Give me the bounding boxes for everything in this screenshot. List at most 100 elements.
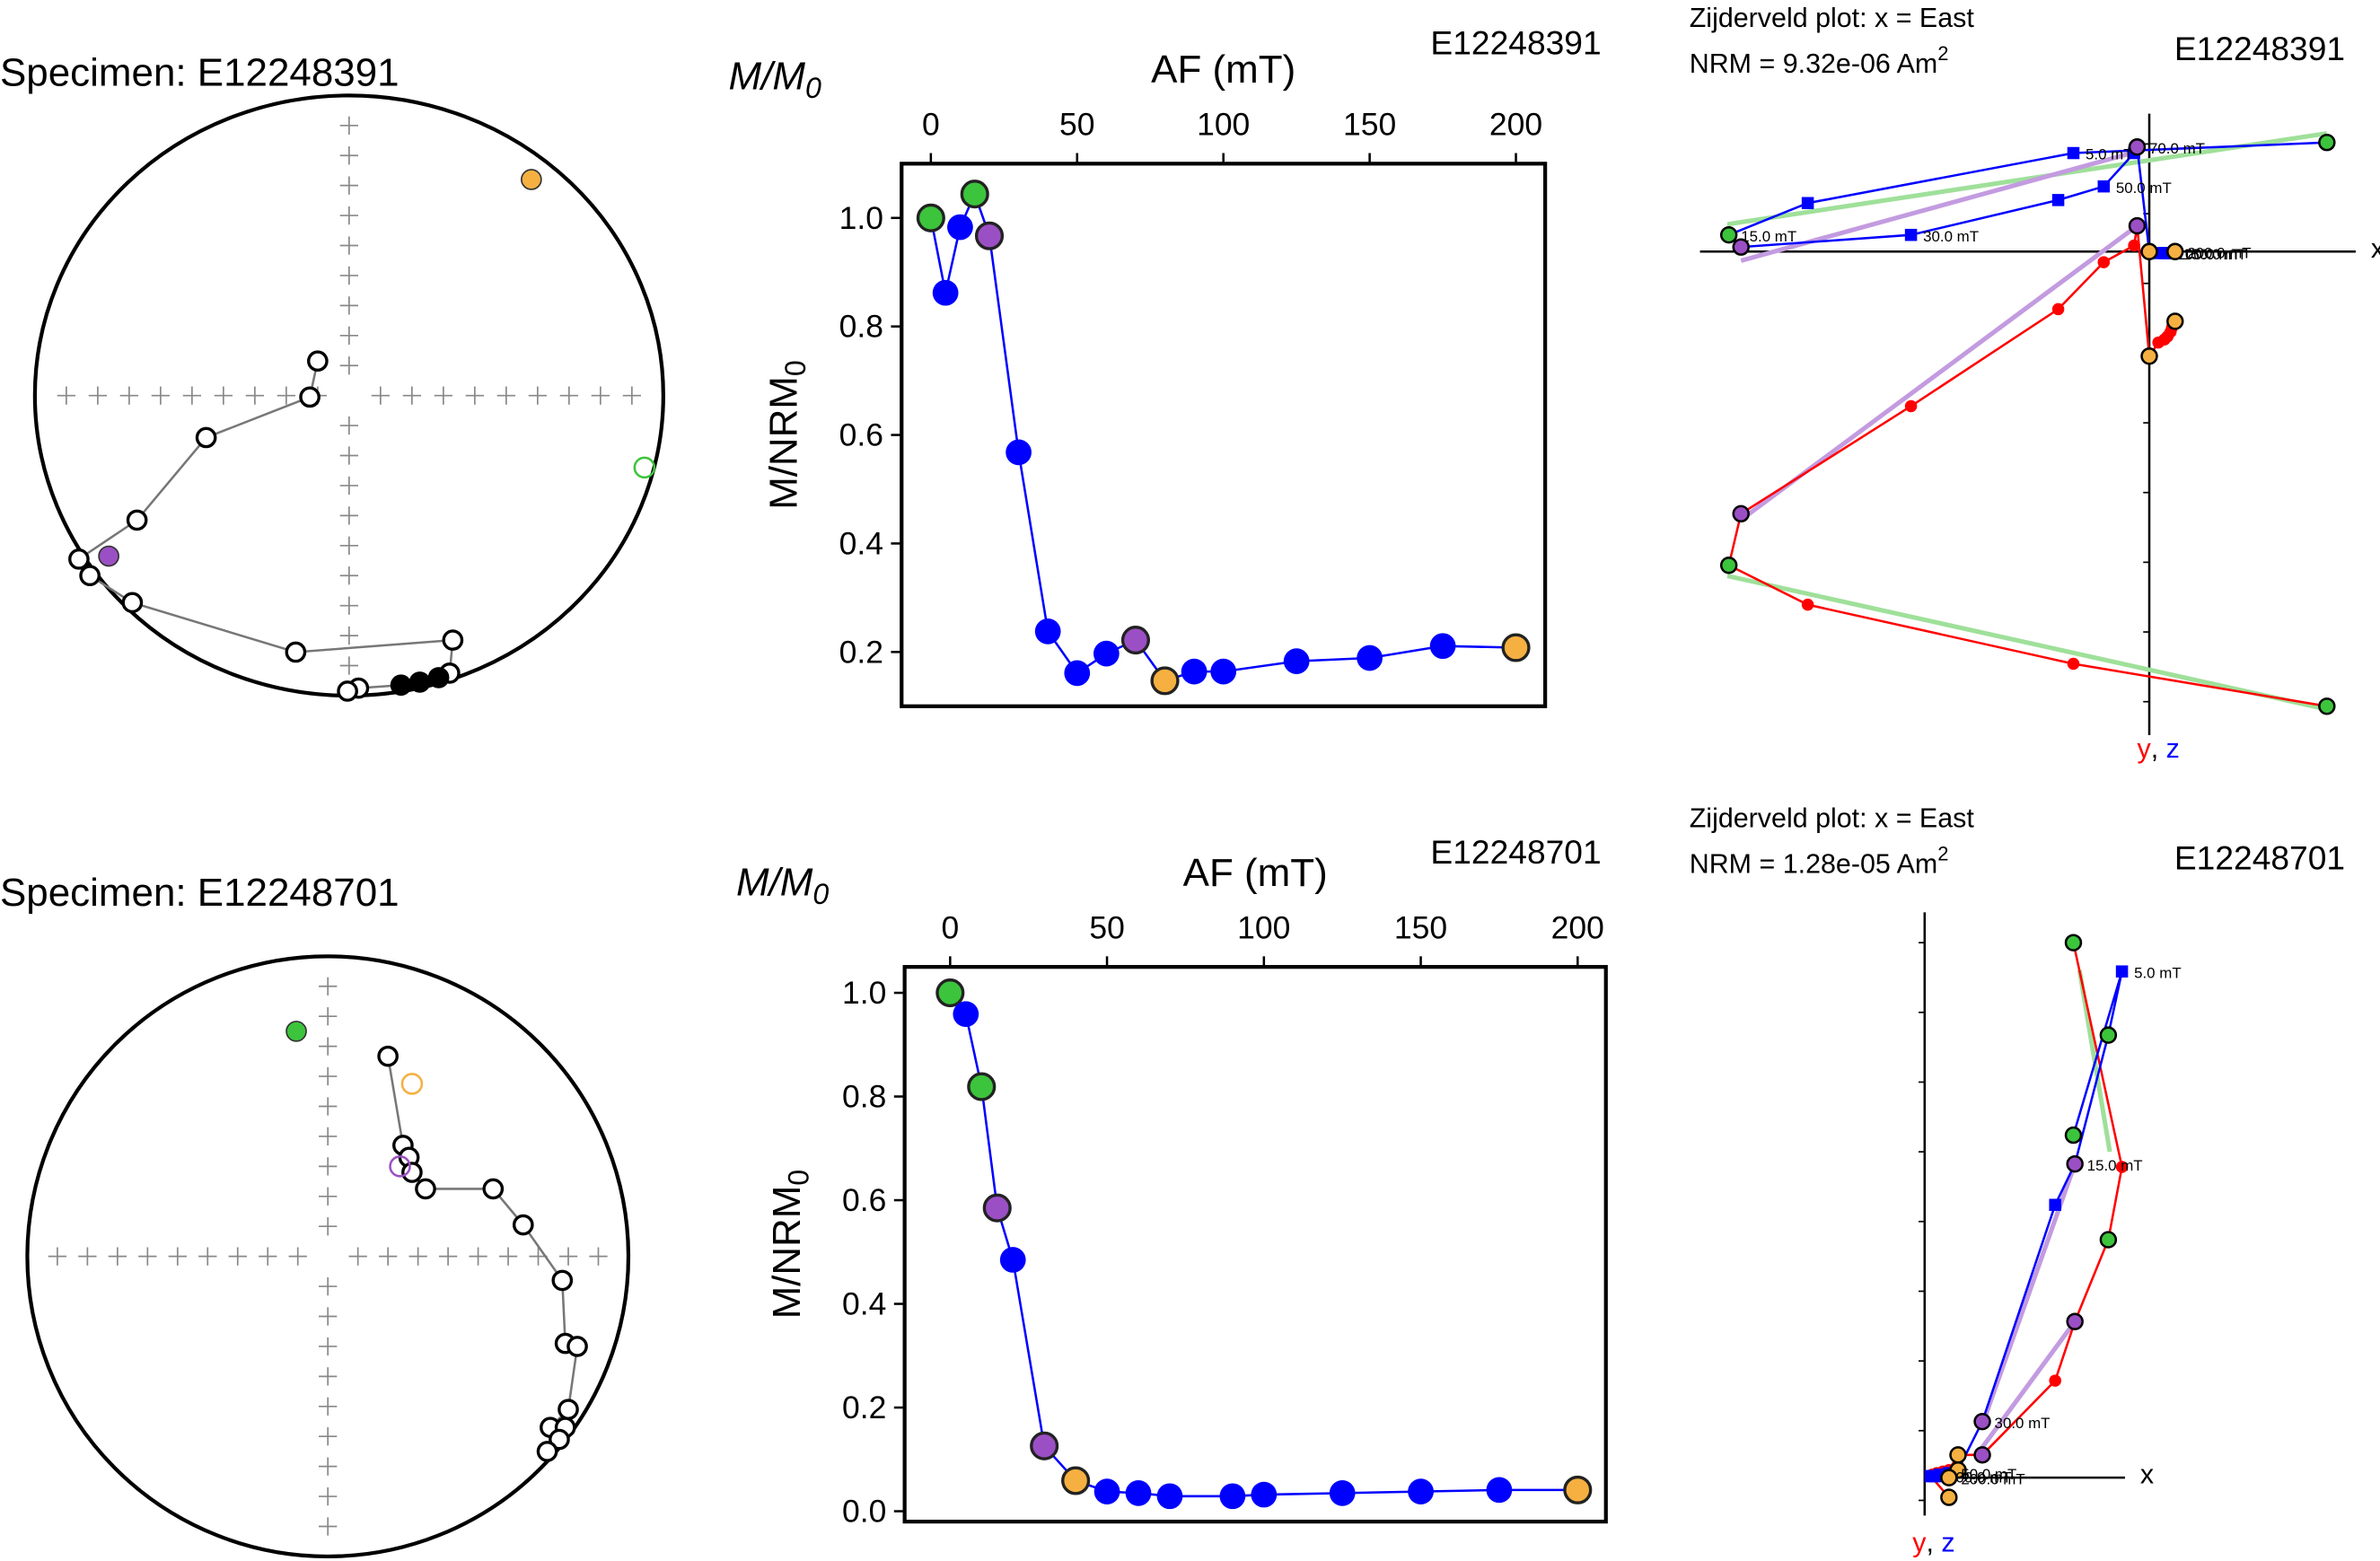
- direction-point: [195, 426, 217, 449]
- demag-point: [953, 1001, 979, 1028]
- zij-highlight: [1719, 557, 1738, 574]
- demag-point: [1150, 666, 1180, 696]
- ylabel-main: M/NRM: [761, 376, 805, 510]
- zij-y-point: [2051, 303, 2065, 316]
- zij-highlight: [1949, 1446, 1967, 1464]
- direction-point: [401, 1162, 423, 1183]
- plot-title: M/M0: [729, 54, 821, 104]
- zij-z-point: [2051, 194, 2065, 206]
- y-tick-label: 0.2: [842, 1390, 886, 1425]
- y-axis-label: M/NRM0: [761, 360, 812, 510]
- x-axis-label: AF (mT): [1183, 851, 1328, 895]
- demag-point: [1429, 633, 1456, 660]
- ylabel-z: z: [2166, 733, 2180, 764]
- zij-highlight: [2064, 1126, 2083, 1144]
- highlight-point: [521, 169, 542, 190]
- direction-point: [566, 1336, 588, 1357]
- demag-point: [1120, 625, 1151, 655]
- demag-point: [1006, 439, 1032, 466]
- direction-point: [512, 1214, 534, 1236]
- direction-point: [377, 1045, 399, 1067]
- zij-nrm: NRM = 1.28e-05 Am2: [1690, 842, 1949, 879]
- x-tick-label: 50: [1059, 106, 1094, 142]
- zij-highlight: [2318, 697, 2336, 715]
- x-tick-label: 0: [941, 909, 959, 945]
- zij-z-line: [1726, 141, 2327, 255]
- direction-point: [551, 1269, 574, 1292]
- zij-highlight: [2099, 1231, 2118, 1249]
- specimen-label: E12248701: [2174, 839, 2345, 877]
- nrm-sup: 2: [1937, 842, 1948, 864]
- zij-highlight: [2140, 347, 2158, 365]
- zij-highlight: [2128, 216, 2147, 235]
- zij-highlight: [1719, 225, 1738, 244]
- demag-point: [1219, 1483, 1246, 1510]
- step-label: 5.0 mT: [2086, 146, 2133, 163]
- direction-point: [427, 667, 450, 688]
- demag-point: [982, 1193, 1012, 1223]
- zij-highlight: [2099, 1026, 2118, 1044]
- demag-point: [1501, 633, 1531, 662]
- x-tick-label: 150: [1343, 106, 1396, 142]
- y-tick-label: 0.6: [842, 1182, 886, 1218]
- zij-highlight: [2066, 1154, 2084, 1173]
- zij-z-point: [2049, 1198, 2061, 1211]
- zij-highlight: [2064, 934, 2083, 952]
- demag-point: [932, 279, 959, 306]
- demag-point: [1093, 640, 1120, 667]
- step-label: 15.0 mT: [1741, 228, 1796, 245]
- demag-point: [947, 214, 973, 241]
- direction-point: [68, 548, 90, 570]
- ylabel-main: M/NRM: [764, 1186, 808, 1320]
- demag-point: [1156, 1483, 1183, 1510]
- demag-point: [916, 203, 945, 232]
- zij-y-line: [1727, 225, 2328, 708]
- zij-y-point: [1904, 399, 1918, 413]
- highlight-point: [98, 545, 119, 567]
- demag-point: [999, 1247, 1026, 1273]
- direction-point: [126, 509, 148, 531]
- zij-highlight: [1732, 504, 1750, 523]
- ylabel-sep: ,: [2151, 733, 2166, 764]
- step-label: 50.0 mT: [1961, 1466, 2016, 1483]
- fit-line: [1726, 131, 2328, 227]
- specimen-label: E12248391: [2174, 30, 2345, 67]
- direction-point: [558, 1399, 579, 1420]
- zij-highlight: [2166, 312, 2184, 330]
- demag-point: [1251, 1481, 1278, 1508]
- zij-highlight: [1973, 1412, 1991, 1431]
- ylabel-sep: ,: [1926, 1528, 1941, 1558]
- demag-point: [960, 180, 989, 209]
- y-tick-label: 0.6: [839, 417, 883, 453]
- x-tick-label: 100: [1237, 909, 1290, 945]
- zij-nrm: NRM = 9.32e-06 Am2: [1690, 42, 1949, 79]
- zij-y-point: [2067, 657, 2080, 671]
- zij-title: Zijderveld plot: x = East: [1690, 803, 1975, 834]
- x-tick-label: 200: [1489, 106, 1542, 142]
- zij-highlight: [2166, 242, 2184, 260]
- demag-point: [1093, 1478, 1120, 1504]
- zij-y-point: [2049, 1374, 2061, 1387]
- direction-point: [536, 1441, 558, 1462]
- fit-line: [1726, 574, 2328, 712]
- highlight-point: [400, 1073, 424, 1095]
- zij-z-point: [1904, 228, 1918, 241]
- step-label: 100.0 mT: [1947, 1469, 2011, 1486]
- nrm-main: NRM = 1.28e-05 Am: [1690, 848, 1938, 879]
- zij-x-label: x: [2140, 1460, 2154, 1490]
- zij-y-point: [2128, 239, 2140, 252]
- zij-z-point: [2067, 146, 2080, 160]
- zij-x-label: x: [2371, 233, 2380, 264]
- demag-point: [1064, 660, 1091, 687]
- net-circle: [25, 954, 631, 1559]
- x-tick-label: 150: [1394, 909, 1447, 945]
- zij-y-label: y, z: [1912, 1528, 1954, 1558]
- zij-highlight: [2318, 133, 2336, 152]
- direction-point: [408, 671, 431, 693]
- zij-highlight: [1973, 1446, 1991, 1464]
- demag-point: [967, 1072, 997, 1101]
- demag-point: [1329, 1479, 1356, 1506]
- step-label: 200.0 mT: [2187, 244, 2251, 261]
- step-label: 30.0 mT: [1923, 228, 1979, 245]
- x-tick-label: 200: [1551, 909, 1604, 945]
